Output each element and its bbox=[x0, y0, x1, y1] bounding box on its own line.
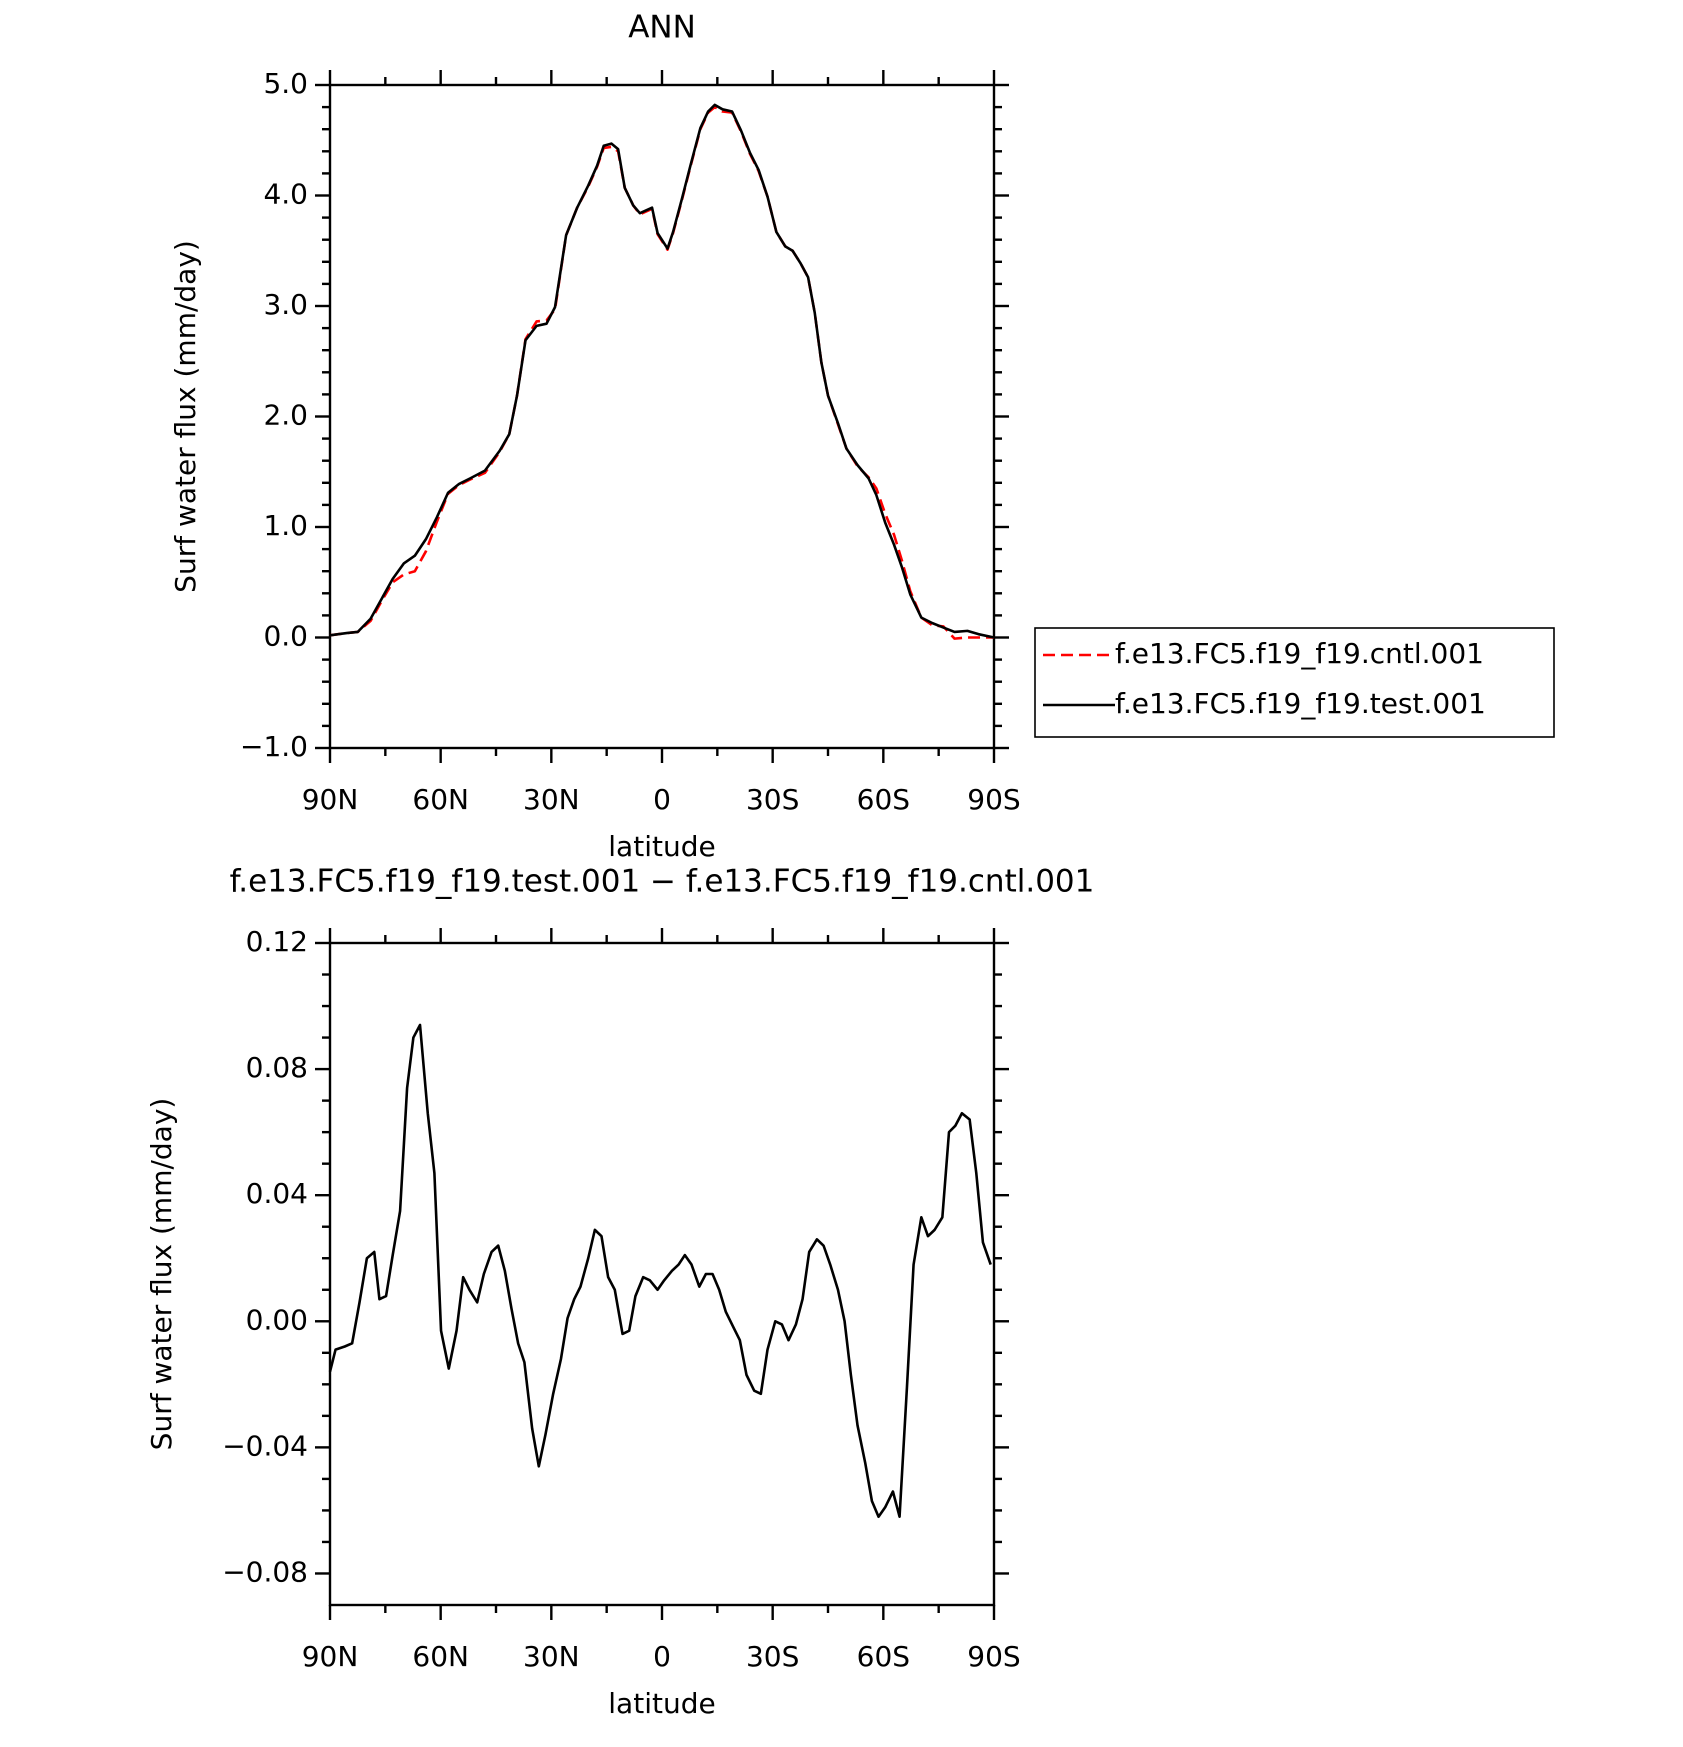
plot-frame bbox=[328, 941, 996, 1607]
x-tick-label: 30N bbox=[523, 783, 580, 816]
x-tick-label: 60S bbox=[857, 783, 910, 816]
x-tick-label: 90S bbox=[967, 783, 1020, 816]
y-tick-label: 0.04 bbox=[246, 1177, 308, 1210]
x-tick-label: 90N bbox=[302, 783, 359, 816]
y-axis-title: Surf water flux (mm/day) bbox=[169, 240, 202, 593]
x-tick-label: 30S bbox=[746, 783, 799, 816]
legend-label: f.e13.FC5.f19_f19.test.001 bbox=[1115, 687, 1486, 720]
chart-title: f.e13.FC5.f19_f19.test.001 − f.e13.FC5.f… bbox=[230, 864, 1095, 900]
chart-title: ANN bbox=[628, 10, 696, 46]
x-tick-label: 90S bbox=[967, 1640, 1020, 1673]
data-line bbox=[329, 105, 994, 640]
data-line bbox=[328, 1023, 992, 1519]
legend-label: f.e13.FC5.f19_f19.cntl.001 bbox=[1115, 637, 1484, 670]
x-axis-title: latitude bbox=[608, 1687, 715, 1720]
x-tick-label: 30N bbox=[523, 1640, 580, 1673]
legend-box bbox=[1034, 627, 1555, 738]
x-tick-label: 60N bbox=[412, 783, 469, 816]
x-tick-label: 0 bbox=[653, 1640, 671, 1673]
data-line bbox=[329, 103, 995, 639]
y-tick-label: 1.0 bbox=[263, 509, 308, 542]
x-tick-label: 90N bbox=[302, 1640, 359, 1673]
x-tick-label: 60N bbox=[412, 1640, 469, 1673]
x-tick-label: 0 bbox=[653, 783, 671, 816]
y-tick-label: 2.0 bbox=[263, 399, 308, 432]
x-tick-label: 30S bbox=[746, 1640, 799, 1673]
y-tick-label: −0.04 bbox=[222, 1429, 308, 1462]
y-tick-label: 4.0 bbox=[263, 178, 308, 211]
y-tick-label: −1.0 bbox=[240, 730, 308, 763]
y-tick-label: 0.00 bbox=[246, 1303, 308, 1336]
y-tick-label: −0.08 bbox=[222, 1555, 308, 1588]
y-tick-label: 3.0 bbox=[263, 288, 308, 321]
x-axis-title: latitude bbox=[608, 830, 715, 863]
plot-frame bbox=[328, 83, 996, 750]
x-tick-label: 60S bbox=[857, 1640, 910, 1673]
y-tick-label: 0.12 bbox=[246, 925, 308, 958]
y-tick-label: 0.08 bbox=[246, 1051, 308, 1084]
y-tick-label: 0.0 bbox=[263, 620, 308, 653]
y-axis-title: Surf water flux (mm/day) bbox=[145, 1098, 178, 1451]
y-tick-label: 5.0 bbox=[263, 67, 308, 100]
